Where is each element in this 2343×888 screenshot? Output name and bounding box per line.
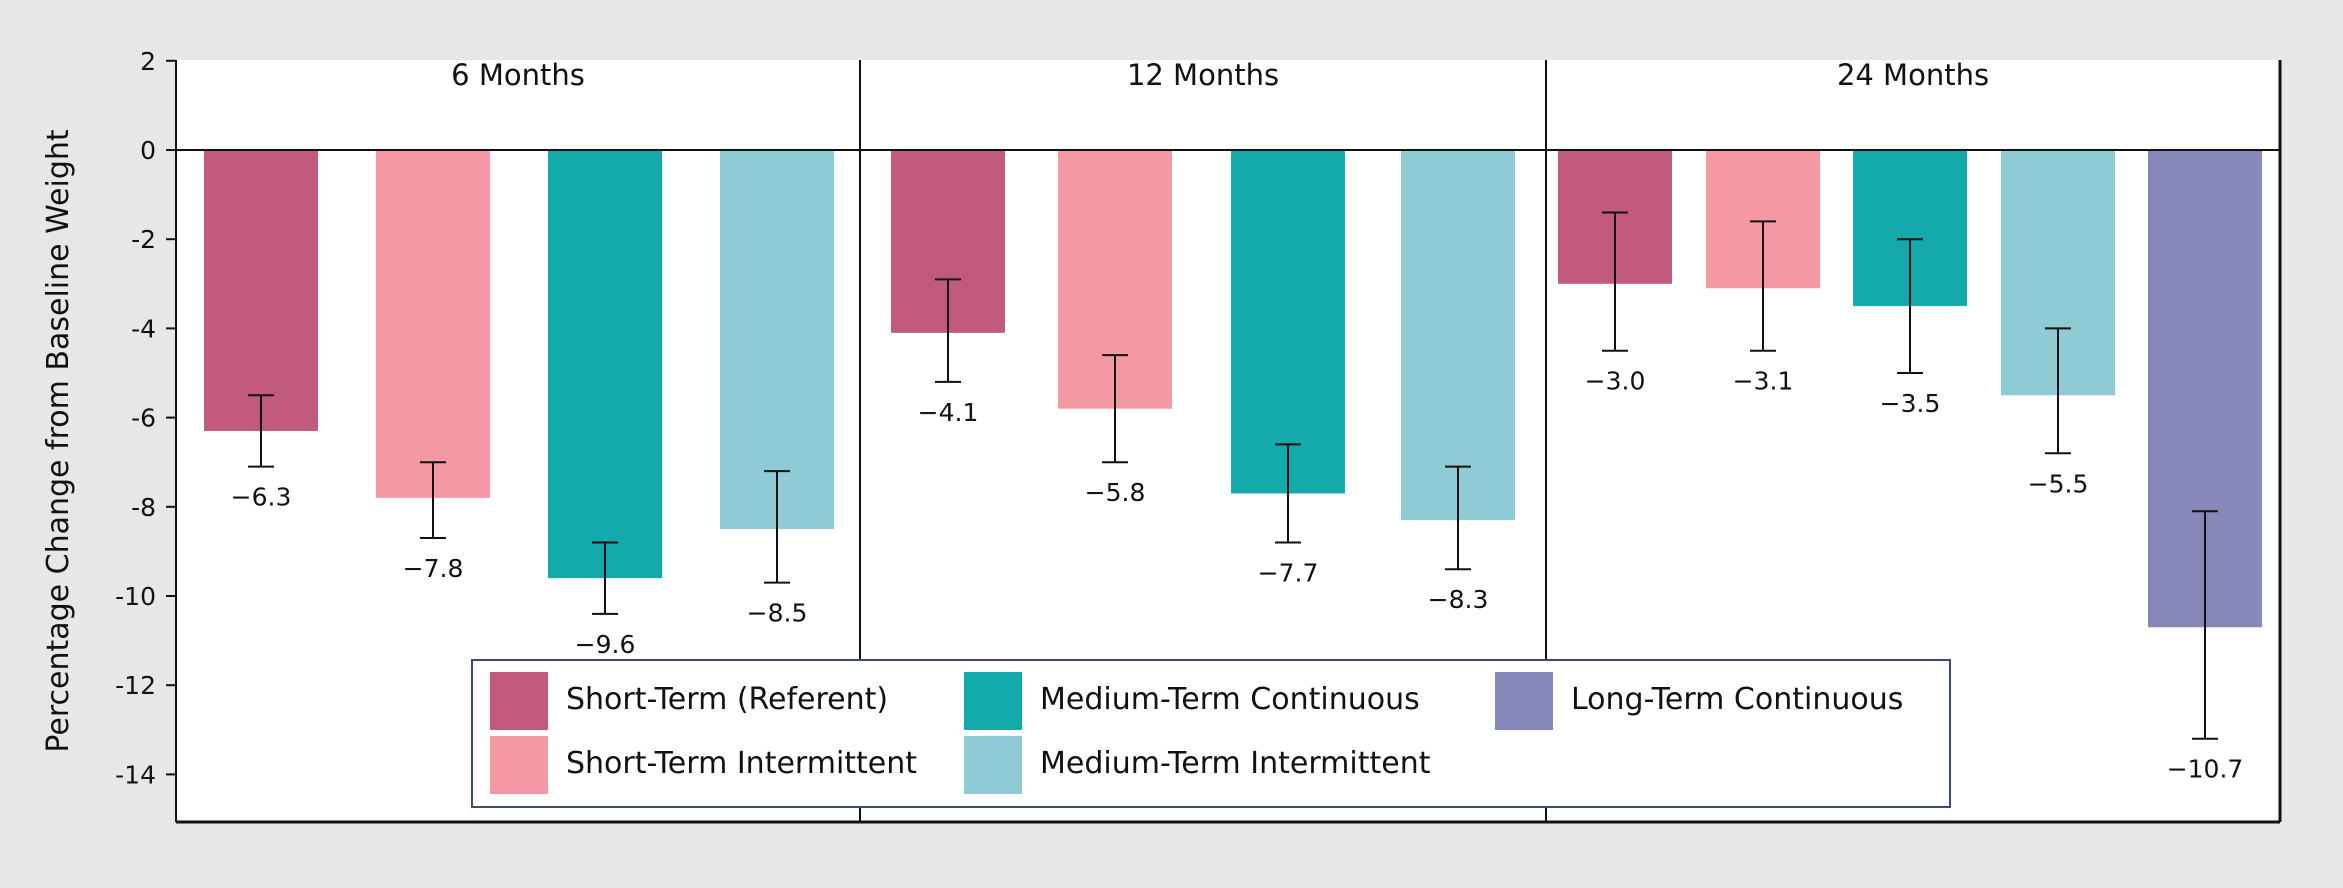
value-label: −3.5 xyxy=(1880,389,1941,418)
panel-title: 24 Months xyxy=(1837,58,1989,92)
legend-label-lt_cont: Long-Term Continuous xyxy=(1571,682,1903,717)
y-tick-label: -14 xyxy=(115,760,156,789)
y-tick-label: -10 xyxy=(115,582,156,611)
y-tick-label: -2 xyxy=(131,225,156,254)
bar-mt_cont-panel-2 xyxy=(1231,150,1345,494)
value-label: −3.1 xyxy=(1733,367,1794,396)
y-tick-label: -8 xyxy=(131,493,156,522)
value-label: −8.5 xyxy=(747,599,808,628)
bar-mt_int-panel-2 xyxy=(1401,150,1515,521)
legend-label-st_ref: Short-Term (Referent) xyxy=(566,682,888,717)
bar-st_int-panel-1 xyxy=(376,150,490,498)
value-label: −10.7 xyxy=(2167,755,2244,784)
y-tick-label: -12 xyxy=(115,671,156,700)
value-label: −7.7 xyxy=(1258,558,1319,587)
legend-box xyxy=(471,659,1951,808)
y-tick-label: 2 xyxy=(140,47,156,76)
legend-label-st_int: Short-Term Intermittent xyxy=(566,746,917,781)
legend-swatch-st_ref xyxy=(490,672,548,730)
bar-st_ref-panel-1 xyxy=(204,150,318,431)
bar-mt_cont-panel-1 xyxy=(548,150,662,579)
legend-label-mt_cont: Medium-Term Continuous xyxy=(1040,682,1420,717)
y-tick-label: -4 xyxy=(131,314,156,343)
panel-title: 6 Months xyxy=(451,58,585,92)
value-label: −5.5 xyxy=(2028,469,2089,498)
value-label: −7.8 xyxy=(403,554,464,583)
y-tick-label: 0 xyxy=(140,136,156,165)
legend-swatch-mt_int xyxy=(964,736,1022,794)
value-label: −6.3 xyxy=(231,483,292,512)
legend-swatch-lt_cont xyxy=(1495,672,1553,730)
legend-label-mt_int: Medium-Term Intermittent xyxy=(1040,746,1431,781)
value-label: −4.1 xyxy=(918,398,979,427)
value-label: −5.8 xyxy=(1085,478,1146,507)
legend-swatch-mt_cont xyxy=(964,672,1022,730)
value-label: −9.6 xyxy=(575,630,636,659)
value-label: −8.3 xyxy=(1428,585,1489,614)
y-tick-label: -6 xyxy=(131,404,156,433)
bar-mt_int-panel-1 xyxy=(720,150,834,530)
legend-swatch-st_int xyxy=(490,736,548,794)
y-axis-title: Percentage Change from Baseline Weight xyxy=(41,129,76,753)
panel-title: 12 Months xyxy=(1127,58,1279,92)
value-label: −3.0 xyxy=(1585,367,1646,396)
